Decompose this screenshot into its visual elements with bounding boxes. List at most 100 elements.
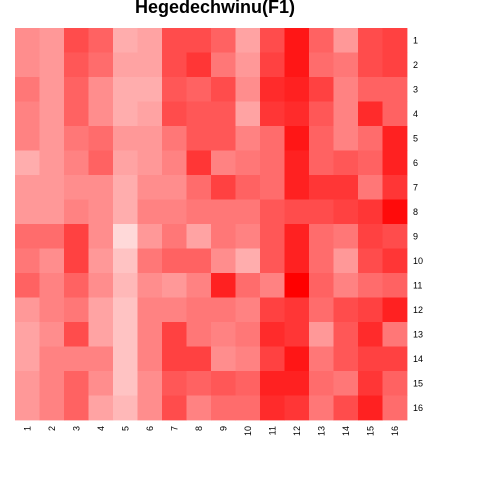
heatmap-cell-r2-c1 — [15, 52, 40, 78]
heatmap-cell-r4-c2 — [39, 101, 65, 127]
heatmap-cell-r9-c16 — [382, 224, 408, 249]
heatmap-cell-r8-c14 — [333, 199, 359, 225]
heatmap-cell-r1-c1 — [15, 28, 40, 53]
heatmap-cell-r11-c12 — [284, 273, 310, 298]
heatmap-cell-r15-c10 — [235, 371, 261, 396]
heatmap-cell-r9-c2 — [39, 224, 65, 249]
heatmap-cell-r6-c7 — [162, 150, 187, 176]
heatmap-cell-r10-c7 — [162, 248, 187, 274]
heatmap-cell-r16-c12 — [284, 395, 310, 421]
heatmap-cell-r11-c16 — [382, 273, 408, 298]
heatmap-cell-r4-c15 — [358, 101, 383, 127]
heatmap-cell-r14-c7 — [162, 346, 187, 372]
heatmap-cell-r14-c16 — [382, 346, 408, 372]
heatmap-cell-r9-c12 — [284, 224, 310, 249]
heatmap-cell-r7-c7 — [162, 175, 187, 200]
heatmap-cell-r13-c13 — [309, 322, 334, 347]
heatmap-cell-r2-c16 — [382, 52, 408, 78]
heatmap-cell-r14-c12 — [284, 346, 310, 372]
heatmap-cell-r5-c6 — [137, 126, 163, 151]
heatmap-cell-r3-c12 — [284, 77, 310, 102]
heatmap-cell-r11-c8 — [186, 273, 212, 298]
heatmap-cell-r4-c6 — [137, 101, 163, 127]
heatmap-cell-r15-c4 — [88, 371, 114, 396]
heatmap-cell-r16-c7 — [162, 395, 187, 421]
heatmap-cell-r6-c4 — [88, 150, 114, 176]
heatmap-cell-r5-c3 — [64, 126, 89, 151]
column-label: 9 — [218, 426, 228, 431]
heatmap-cell-r7-c5 — [113, 175, 138, 200]
row-label: 1 — [413, 35, 418, 45]
heatmap-cell-r16-c6 — [137, 395, 163, 421]
heatmap-cell-r15-c8 — [186, 371, 212, 396]
heatmap-cell-r4-c10 — [235, 101, 261, 127]
heatmap-cell-r16-c10 — [235, 395, 261, 421]
heatmap-cell-r11-c14 — [333, 273, 359, 298]
heatmap-cell-r14-c3 — [64, 346, 89, 372]
heatmap-cell-r10-c6 — [137, 248, 163, 274]
heatmap-cell-r15-c1 — [15, 371, 40, 396]
heatmap-cell-r11-c3 — [64, 273, 89, 298]
heatmap-cell-r14-c9 — [211, 346, 236, 372]
heatmap-cell-r12-c1 — [15, 297, 40, 323]
heatmap-cell-r12-c15 — [358, 297, 383, 323]
heatmap-cell-r10-c3 — [64, 248, 89, 274]
heatmap-cell-r9-c9 — [211, 224, 236, 249]
heatmap-cell-r4-c9 — [211, 101, 236, 127]
heatmap-cell-r3-c13 — [309, 77, 334, 102]
heatmap-cell-r3-c4 — [88, 77, 114, 102]
heatmap-cell-r13-c7 — [162, 322, 187, 347]
column-label: 3 — [71, 426, 81, 431]
heatmap-cell-r14-c15 — [358, 346, 383, 372]
heatmap-cell-r1-c8 — [186, 28, 212, 53]
heatmap-cell-r2-c11 — [260, 52, 285, 78]
heatmap-cell-r9-c1 — [15, 224, 40, 249]
heatmap-cell-r6-c6 — [137, 150, 163, 176]
heatmap-cell-r12-c12 — [284, 297, 310, 323]
heatmap-cell-r15-c3 — [64, 371, 89, 396]
heatmap-cell-r5-c2 — [39, 126, 65, 151]
heatmap-cell-r10-c5 — [113, 248, 138, 274]
heatmap-cell-r4-c7 — [162, 101, 187, 127]
chart-title: Hegedechwinu(F1) — [134, 0, 295, 17]
heatmap-cell-r2-c15 — [358, 52, 383, 78]
column-label: 7 — [169, 426, 179, 431]
heatmap-cell-r3-c6 — [137, 77, 163, 102]
heatmap-cell-r13-c6 — [137, 322, 163, 347]
heatmap-cell-r16-c15 — [358, 395, 383, 421]
heatmap-cell-r10-c13 — [309, 248, 334, 274]
heatmap-cell-r9-c5 — [113, 224, 138, 249]
heatmap-cell-r11-c2 — [39, 273, 65, 298]
heatmap-cell-r9-c14 — [333, 224, 359, 249]
heatmap-cell-r12-c4 — [88, 297, 114, 323]
heatmap-cell-r3-c8 — [186, 77, 212, 102]
heatmap-cell-r2-c10 — [235, 52, 261, 78]
heatmap-cell-r16-c9 — [211, 395, 236, 421]
heatmap-cell-r7-c10 — [235, 175, 261, 200]
heatmap-cell-r8-c6 — [137, 199, 163, 225]
heatmap-cell-r11-c1 — [15, 273, 40, 298]
heatmap-cell-r11-c10 — [235, 273, 261, 298]
heatmap-cell-r2-c5 — [113, 52, 138, 78]
heatmap-cell-r15-c6 — [137, 371, 163, 396]
heatmap-cell-r5-c14 — [333, 126, 359, 151]
heatmap-cell-r14-c6 — [137, 346, 163, 372]
heatmap-cell-r5-c13 — [309, 126, 334, 151]
heatmap-cell-r8-c8 — [186, 199, 212, 225]
heatmap-cell-r14-c4 — [88, 346, 114, 372]
heatmap-cell-r3-c7 — [162, 77, 187, 102]
heatmap-cell-r9-c8 — [186, 224, 212, 249]
heatmap-cell-r7-c11 — [260, 175, 285, 200]
heatmap-cell-r1-c13 — [309, 28, 334, 53]
heatmap-cell-r12-c13 — [309, 297, 334, 323]
heatmap-cell-r14-c1 — [15, 346, 40, 372]
heatmap-cell-r10-c12 — [284, 248, 310, 274]
heatmap-cell-r7-c15 — [358, 175, 383, 200]
heatmap-cell-r6-c13 — [309, 150, 334, 176]
heatmap-cell-r1-c15 — [358, 28, 383, 53]
heatmap-cell-r3-c2 — [39, 77, 65, 102]
heatmap-cell-r16-c5 — [113, 395, 138, 421]
heatmap-cell-r1-c11 — [260, 28, 285, 53]
column-label: 11 — [267, 426, 277, 435]
